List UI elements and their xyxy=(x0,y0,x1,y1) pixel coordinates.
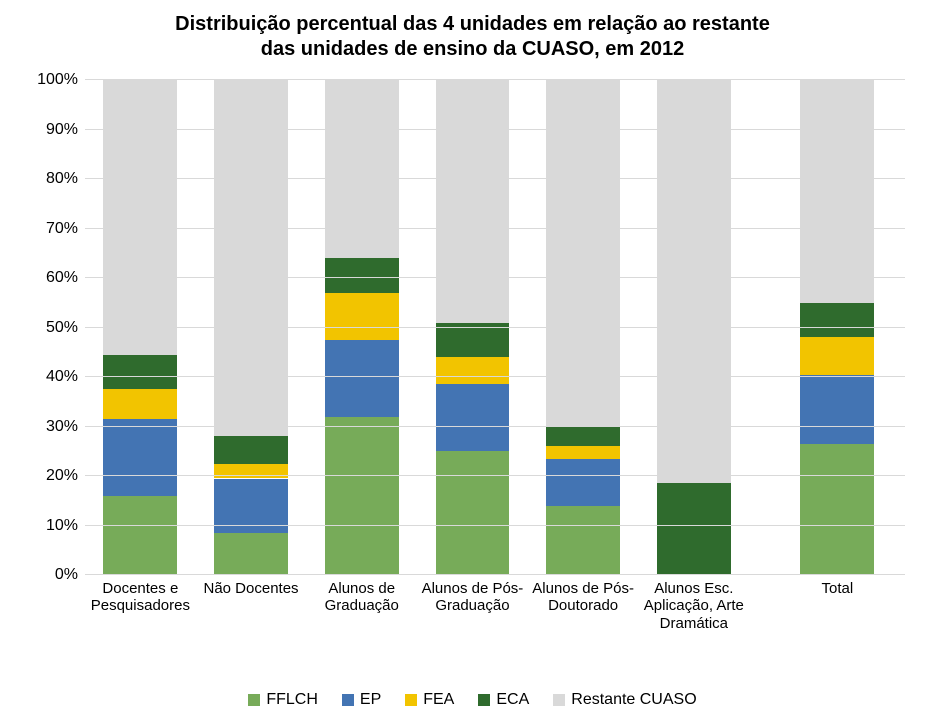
bar-segment xyxy=(325,80,399,258)
bar-segment xyxy=(103,389,177,419)
x-tick-label: Não Docentes xyxy=(192,580,311,597)
bar-segment xyxy=(214,80,288,436)
legend-label: FFLCH xyxy=(266,691,318,709)
legend-label: Restante CUASO xyxy=(571,691,696,709)
bar-segment xyxy=(103,496,177,575)
legend-swatch xyxy=(405,694,417,706)
bar-segment xyxy=(214,464,288,479)
bar-segment xyxy=(103,355,177,390)
y-tick-label: 80% xyxy=(30,170,78,188)
y-tick-label: 20% xyxy=(30,467,78,485)
bar-segment xyxy=(325,340,399,417)
bar-segment xyxy=(657,80,731,483)
y-tick-label: 50% xyxy=(30,319,78,337)
bar-segment xyxy=(800,375,874,444)
bar-group xyxy=(325,80,399,575)
x-tick-label: Alunos de Pós-Doutorado xyxy=(524,580,643,615)
bar-segment xyxy=(546,427,620,447)
y-tick-label: 40% xyxy=(30,368,78,386)
y-tick-label: 60% xyxy=(30,269,78,287)
bar-segment xyxy=(546,459,620,506)
legend-item: EP xyxy=(342,691,381,709)
plot-area: 0%10%20%30%40%50%60%70%80%90%100% xyxy=(85,80,905,575)
legend-item: FEA xyxy=(405,691,454,709)
gridline xyxy=(85,129,905,130)
bar-segment xyxy=(103,419,177,496)
bar-group xyxy=(546,80,620,575)
chart-title-line1: Distribuição percentual das 4 unidades e… xyxy=(175,13,770,35)
bar-segment xyxy=(657,483,731,575)
legend-label: EP xyxy=(360,691,381,709)
bar-segment xyxy=(436,323,510,358)
legend: FFLCH EP FEA ECA Restante CUASO xyxy=(0,691,945,711)
bar-segment xyxy=(325,293,399,340)
y-tick-label: 0% xyxy=(30,566,78,584)
legend-item: FFLCH xyxy=(248,691,318,709)
x-tick-label: Alunos Esc. Aplicação, Arte Dramática xyxy=(634,580,753,632)
bar-segment xyxy=(546,80,620,427)
gridline xyxy=(85,79,905,80)
x-axis-labels: Docentes e PesquisadoresNão DocentesAlun… xyxy=(85,580,905,660)
legend-swatch xyxy=(553,694,565,706)
bar-segment xyxy=(214,436,288,463)
chart-title: Distribuição percentual das 4 unidades e… xyxy=(0,12,945,62)
gridline xyxy=(85,178,905,179)
gridline xyxy=(85,475,905,476)
bars-layer xyxy=(85,80,905,575)
bar-segment xyxy=(546,446,620,458)
legend-item: ECA xyxy=(478,691,529,709)
gridline xyxy=(85,376,905,377)
y-tick-label: 30% xyxy=(30,418,78,436)
gridline xyxy=(85,574,905,575)
bar-segment xyxy=(325,417,399,575)
bar-segment xyxy=(800,303,874,338)
bar-segment xyxy=(103,80,177,355)
gridline xyxy=(85,525,905,526)
bar-group xyxy=(800,80,874,575)
bar-segment xyxy=(325,258,399,293)
bar-segment xyxy=(214,533,288,575)
x-tick-label: Total xyxy=(778,580,897,597)
legend-swatch xyxy=(478,694,490,706)
chart-title-line2: das unidades de ensino da CUASO, em 2012 xyxy=(261,38,684,60)
bar-segment xyxy=(800,337,874,374)
gridline xyxy=(85,327,905,328)
gridline xyxy=(85,228,905,229)
x-tick-label: Alunos de Pós-Graduação xyxy=(413,580,532,615)
gridline xyxy=(85,277,905,278)
bar-group xyxy=(657,80,731,575)
bar-group xyxy=(214,80,288,575)
legend-label: ECA xyxy=(496,691,529,709)
legend-item: Restante CUASO xyxy=(553,691,696,709)
bar-segment xyxy=(800,80,874,303)
x-tick-label: Docentes e Pesquisadores xyxy=(81,580,200,615)
bar-group xyxy=(436,80,510,575)
bar-group xyxy=(103,80,177,575)
legend-swatch xyxy=(342,694,354,706)
bar-segment xyxy=(436,451,510,575)
y-tick-label: 10% xyxy=(30,517,78,535)
legend-swatch xyxy=(248,694,260,706)
bar-segment xyxy=(436,80,510,323)
y-tick-label: 90% xyxy=(30,121,78,139)
bar-segment xyxy=(436,357,510,384)
y-tick-label: 70% xyxy=(30,220,78,238)
bar-segment xyxy=(436,384,510,451)
x-tick-label: Alunos de Graduação xyxy=(302,580,421,615)
chart-container: Distribuição percentual das 4 unidades e… xyxy=(0,0,945,721)
y-tick-label: 100% xyxy=(30,71,78,89)
legend-label: FEA xyxy=(423,691,454,709)
gridline xyxy=(85,426,905,427)
bar-segment xyxy=(800,444,874,575)
bar-segment xyxy=(546,506,620,575)
